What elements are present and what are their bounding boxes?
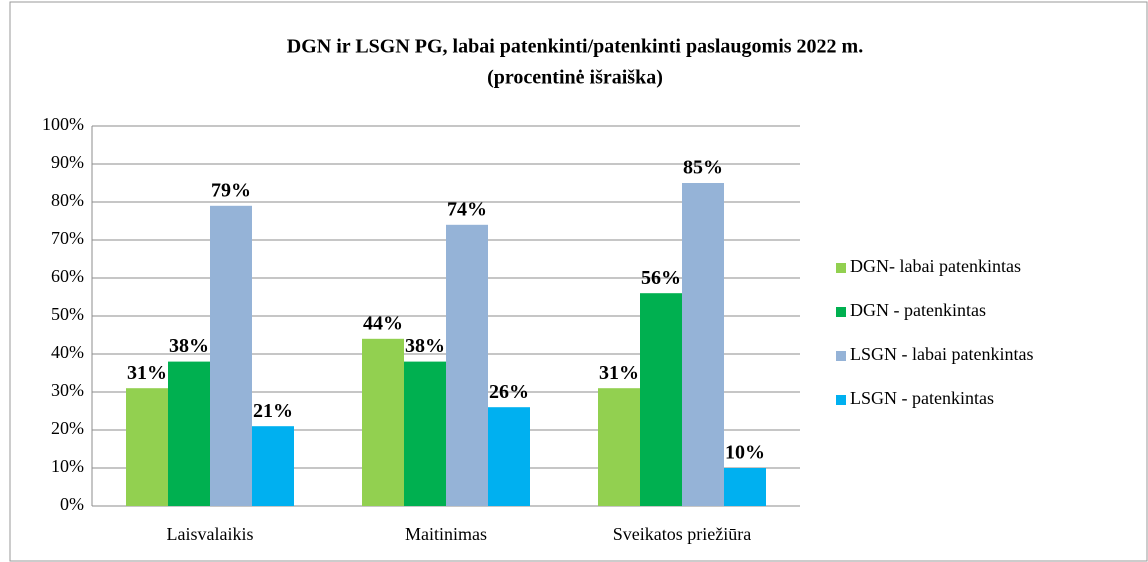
data-label: 31% [127, 362, 167, 384]
y-tick-label: 40% [51, 342, 84, 362]
bar [446, 224, 488, 507]
bar [210, 205, 252, 507]
legend-marker [836, 263, 846, 273]
bar [724, 468, 766, 506]
legend-marker [836, 351, 846, 361]
bar [598, 388, 640, 506]
data-label: 44% [363, 312, 403, 334]
legend-marker [836, 307, 846, 317]
y-tick-label: 30% [51, 380, 84, 400]
y-tick-label: 20% [51, 418, 84, 438]
data-label: 10% [725, 442, 765, 464]
x-tick-label: Laisvalaikis [167, 524, 254, 544]
legend-label: DGN - patenkintas [850, 300, 986, 320]
bar [126, 388, 168, 506]
chart-frame [9, 1, 1148, 562]
chart-title: DGN ir LSGN PG, labai patenkinti/patenki… [287, 36, 863, 58]
bar [362, 338, 404, 506]
bar [252, 426, 294, 506]
legend-label: DGN- labai patenkintas [850, 256, 1021, 276]
data-label: 85% [683, 157, 723, 179]
bar [640, 293, 682, 506]
chart-subtitle: (procentinė išraiška) [487, 67, 663, 89]
y-tick-label: 90% [51, 152, 84, 172]
data-label: 21% [253, 400, 293, 422]
y-tick-label: 60% [51, 266, 84, 286]
y-tick-label: 70% [51, 228, 84, 248]
data-label: 74% [447, 198, 487, 220]
data-label: 26% [489, 381, 529, 403]
x-tick-label: Sveikatos priežiūra [613, 524, 751, 544]
x-tick-label: Maitinimas [405, 524, 487, 544]
legend-label: LSGN - labai patenkintas [850, 344, 1033, 364]
bar [682, 183, 724, 506]
y-tick-label: 0% [60, 494, 84, 514]
data-label: 56% [641, 267, 681, 289]
data-label: 79% [211, 179, 251, 201]
y-tick-label: 80% [51, 190, 84, 210]
legend-label: LSGN - patenkintas [850, 388, 994, 408]
data-label: 38% [169, 335, 209, 357]
legend-marker [836, 395, 846, 405]
y-tick-label: 50% [51, 304, 84, 324]
bar [168, 361, 210, 506]
y-tick-label: 10% [51, 456, 84, 476]
data-label: 31% [599, 362, 639, 384]
bar [488, 407, 530, 506]
y-tick-label: 100% [42, 114, 84, 134]
data-label: 38% [405, 335, 445, 357]
bar [404, 361, 446, 506]
